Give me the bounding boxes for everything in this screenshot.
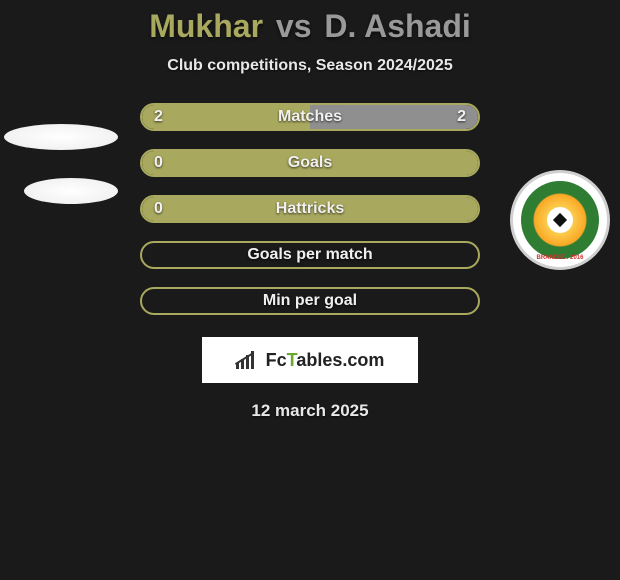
player1-club-placeholder-icon (4, 124, 118, 150)
stat-row: 0 Hattricks (140, 195, 480, 223)
logo-text: FcTables.com (266, 350, 385, 371)
stat-label: Matches (278, 108, 342, 126)
stat-label: Hattricks (276, 200, 344, 218)
stat-row: 0 Goals (140, 149, 480, 177)
stat-label: Goals per match (247, 246, 372, 264)
fctables-logo[interactable]: FcTables.com (202, 337, 418, 383)
stat-row: Goals per match (140, 241, 480, 269)
stat-row: Min per goal (140, 287, 480, 315)
player2-name: D. Ashadi (324, 8, 470, 44)
date-line: 12 march 2025 (0, 401, 620, 421)
stat-p1-value: 0 (154, 200, 163, 218)
player1-name: Mukhar (149, 8, 263, 44)
stat-label: Min per goal (263, 292, 357, 310)
player2-club-badge: BRANDED: 2016 (510, 170, 610, 270)
club-badge-inner (521, 181, 599, 259)
stat-row: 2 Matches 2 (140, 103, 480, 131)
stat-p1-value: 2 (154, 108, 163, 126)
player1-flag-placeholder-icon (24, 178, 118, 204)
football-icon (547, 207, 573, 233)
page-title: Mukhar vs D. Ashadi (0, 8, 620, 45)
club-badge-bottom-text: BRANDED: 2016 (536, 255, 583, 261)
subtitle: Club competitions, Season 2024/2025 (0, 57, 620, 75)
stat-label: Goals (288, 154, 332, 172)
bar-chart-icon (236, 351, 262, 369)
stat-p1-value: 0 (154, 154, 163, 172)
stat-p2-value: 2 (457, 108, 466, 126)
vs-word: vs (276, 8, 312, 44)
